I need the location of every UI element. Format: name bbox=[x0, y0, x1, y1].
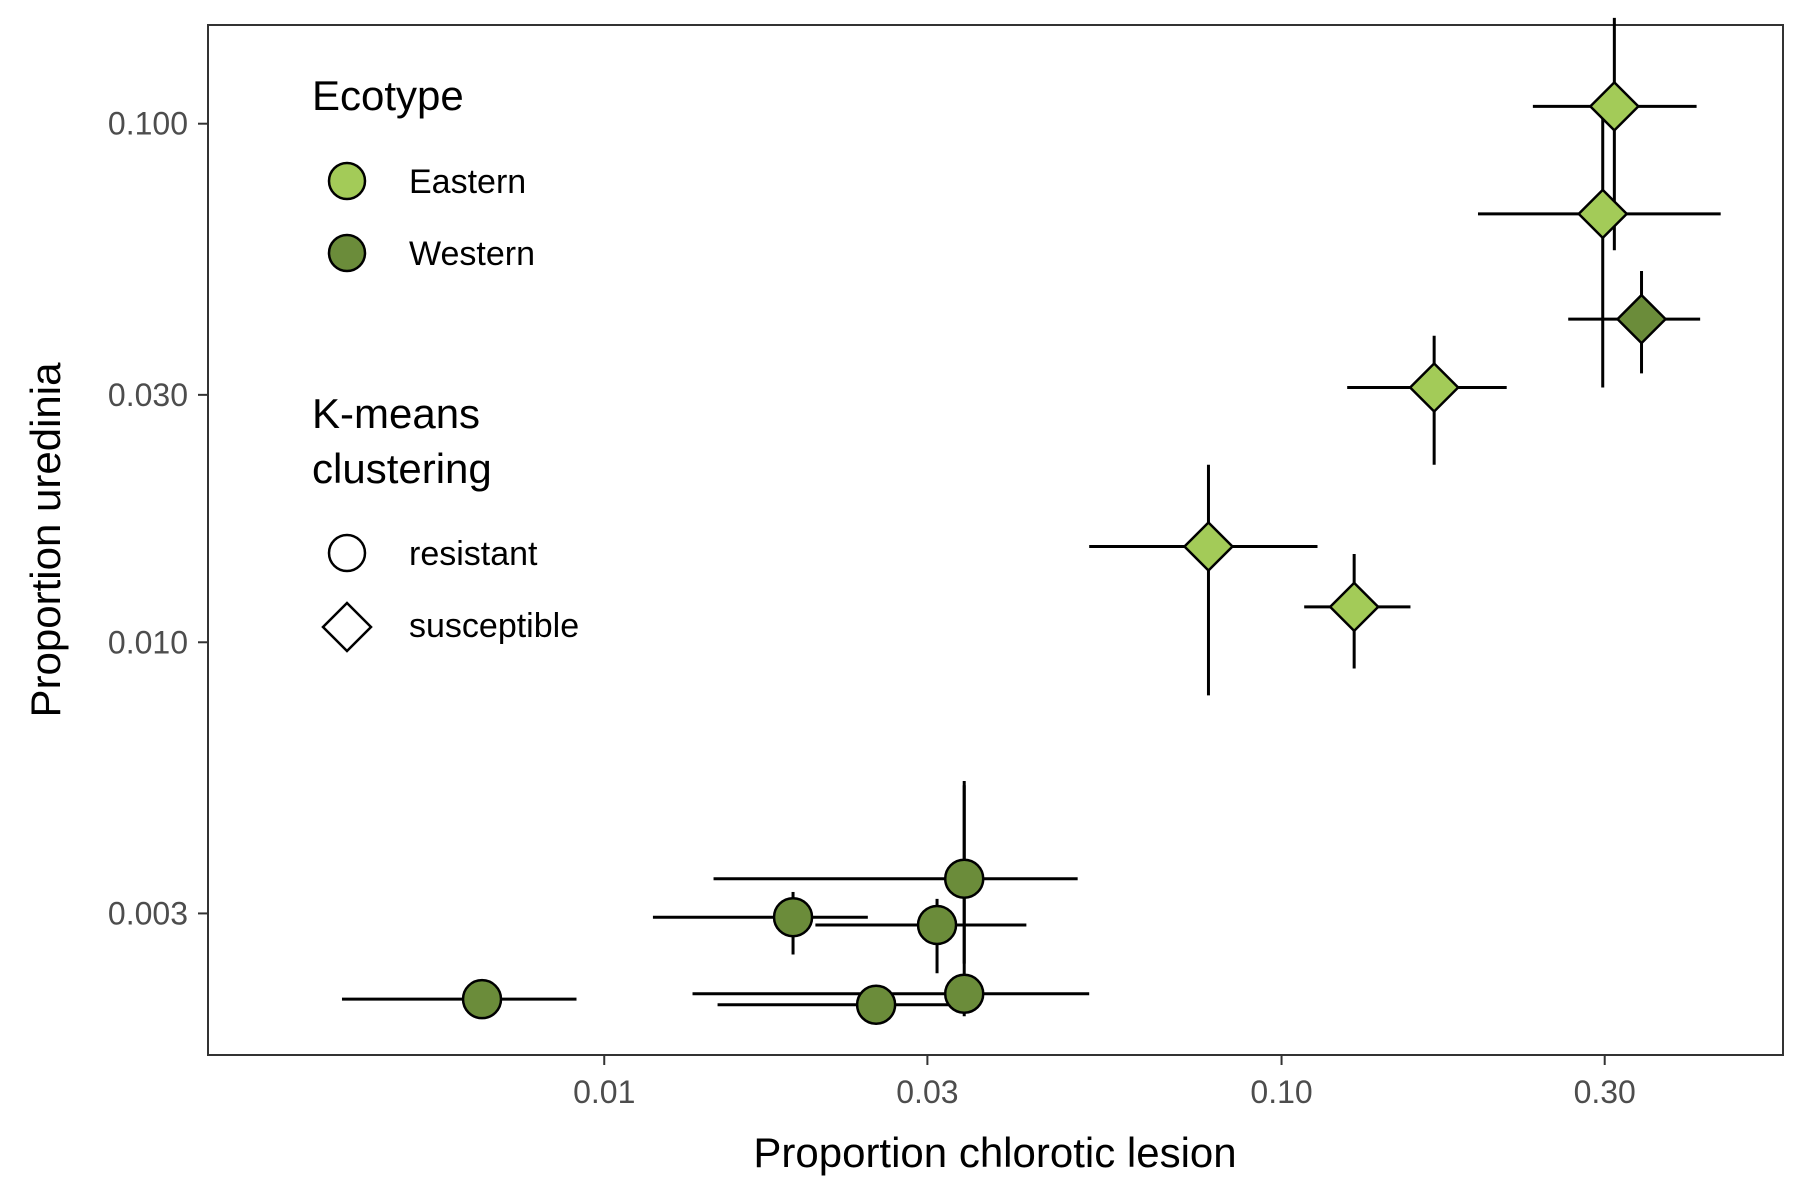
y-axis-title: Proportion uredinia bbox=[22, 362, 69, 718]
legend-label-susceptible: susceptible bbox=[409, 607, 579, 645]
y-axis: 0.003 0.010 0.030 0.100 bbox=[108, 106, 208, 931]
point-resistant-western bbox=[772, 896, 814, 938]
point-resistant-western bbox=[943, 973, 985, 1015]
legend: Ecotype Eastern Western K-means clusteri… bbox=[312, 72, 579, 653]
data-points bbox=[461, 80, 1668, 1025]
legend-label-eastern: Eastern bbox=[409, 163, 526, 201]
x-tick-label: 0.03 bbox=[896, 1074, 958, 1110]
legend-title-ecotype: Ecotype bbox=[312, 72, 464, 119]
point-resistant-western bbox=[461, 978, 503, 1020]
point-susceptible-eastern bbox=[1588, 80, 1641, 133]
point-susceptible-eastern bbox=[1576, 188, 1629, 240]
y-tick-label: 0.010 bbox=[108, 624, 188, 660]
legend-key-susceptible bbox=[321, 601, 373, 653]
x-axis: 0.01 0.03 0.10 0.30 bbox=[573, 1055, 1636, 1110]
x-tick-label: 0.10 bbox=[1250, 1074, 1312, 1110]
point-susceptible-eastern bbox=[1328, 581, 1380, 633]
point-resistant-western bbox=[855, 984, 897, 1025]
y-tick-label: 0.100 bbox=[108, 106, 188, 142]
plot-panel bbox=[207, 24, 1784, 1056]
legend-title-cluster-line1: K-means bbox=[312, 390, 480, 437]
legend-label-western: Western bbox=[409, 235, 535, 273]
y-tick-label: 0.003 bbox=[108, 895, 188, 931]
x-tick-label: 0.30 bbox=[1574, 1074, 1636, 1110]
legend-label-resistant: resistant bbox=[409, 535, 538, 573]
legend-key-eastern bbox=[327, 161, 367, 201]
x-tick-label: 0.01 bbox=[573, 1074, 635, 1110]
legend-key-western bbox=[327, 233, 367, 273]
point-susceptible-western bbox=[1615, 293, 1668, 345]
legend-title-cluster-line2: clustering bbox=[312, 445, 492, 492]
point-resistant-western bbox=[943, 858, 985, 899]
x-axis-title: Proportion chlorotic lesion bbox=[753, 1129, 1236, 1176]
point-resistant-western bbox=[916, 904, 958, 946]
point-susceptible-eastern bbox=[1182, 520, 1235, 573]
point-susceptible-eastern bbox=[1408, 361, 1460, 414]
legend-key-resistant bbox=[327, 533, 367, 573]
y-tick-label: 0.030 bbox=[108, 377, 188, 413]
